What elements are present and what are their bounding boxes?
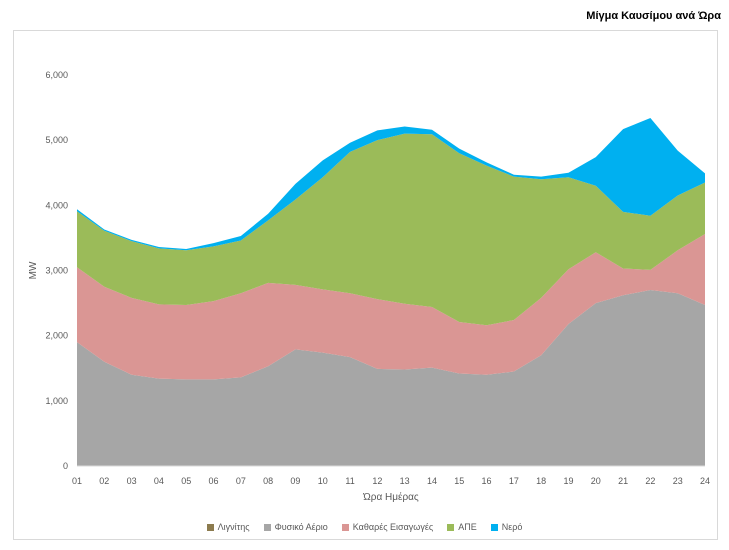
x-tick-label: 09 [290, 476, 300, 486]
x-tick-label: 03 [127, 476, 137, 486]
x-tick-label: 20 [591, 476, 601, 486]
legend-item-2: Καθαρές Εισαγωγές [341, 522, 434, 532]
legend-swatch [206, 523, 214, 531]
x-tick-labels: 01 02 03 04 05 06 07 08 09 10 11 12 13 14 15 16 17 18 19 20… [72, 476, 710, 486]
x-tick-label: 07 [236, 476, 246, 486]
x-axis-label: Ώρα Ημέρας [362, 491, 419, 503]
x-tick-label: 04 [154, 476, 164, 486]
x-tick-label: 05 [181, 476, 191, 486]
x-tick-label: 10 [318, 476, 328, 486]
x-tick-label: 11 [345, 476, 354, 486]
x-tick-label: 21 [618, 476, 628, 486]
legend-swatch [341, 523, 349, 531]
legend-swatch [447, 523, 455, 531]
legend-item-4: Νερό [490, 522, 523, 532]
x-tick-label: 01 [72, 476, 82, 486]
x-tick-label: 14 [427, 476, 437, 486]
x-tick-label: 19 [563, 476, 573, 486]
legend: Λιγνίτης Φυσικό Αέριο Καθαρές Εισαγωγές ΑΠΕ… [0, 522, 729, 532]
series-area-2 [77, 234, 705, 380]
x-tick-label: 16 [482, 476, 492, 486]
y-tick-label: 3,000 [45, 266, 68, 276]
y-tick-label: 6,000 [45, 70, 68, 80]
legend-label: Λιγνίτης [217, 522, 250, 532]
x-tick-label: 02 [99, 476, 109, 486]
y-tick-label: 4,000 [45, 200, 68, 210]
chart-frame [13, 30, 718, 540]
legend-label: ΑΠΕ [458, 522, 477, 532]
series-area-1 [77, 290, 705, 466]
x-tick-label: 08 [263, 476, 273, 486]
x-tick-label: 24 [700, 476, 710, 486]
x-tick-label: 13 [400, 476, 410, 486]
legend-label: Καθαρές Εισαγωγές [352, 522, 434, 532]
y-tick-labels: 0 1,000 2,000 3,000 4,000 5,000 6,000 [45, 70, 68, 471]
series-areas [77, 118, 705, 466]
y-tick-label: 1,000 [45, 396, 68, 406]
legend-swatch [490, 523, 498, 531]
series-area-3 [77, 133, 705, 326]
series-area-4 [77, 118, 705, 251]
legend-swatch [263, 523, 271, 531]
y-tick-label: 5,000 [45, 135, 68, 145]
y-axis-label: MW [28, 261, 39, 279]
x-tick-label: 17 [509, 476, 519, 486]
x-tick-label: 06 [209, 476, 219, 486]
legend-item-0: Λιγνίτης [206, 522, 250, 532]
legend-item-1: Φυσικό Αέριο [263, 522, 328, 532]
x-tick-label: 15 [454, 476, 464, 486]
y-tick-label: 0 [63, 461, 68, 471]
x-tick-label: 12 [372, 476, 382, 486]
legend-label: Φυσικό Αέριο [274, 522, 328, 532]
chart-title: Μίγμα Καυσίμου ανά Ώρα [586, 10, 721, 22]
legend-label: Νερό [501, 522, 523, 532]
x-tick-label: 23 [673, 476, 683, 486]
y-tick-label: 2,000 [45, 331, 68, 341]
x-tick-label: 18 [536, 476, 546, 486]
x-tick-label: 22 [645, 476, 655, 486]
legend-item-3: ΑΠΕ [447, 522, 477, 532]
